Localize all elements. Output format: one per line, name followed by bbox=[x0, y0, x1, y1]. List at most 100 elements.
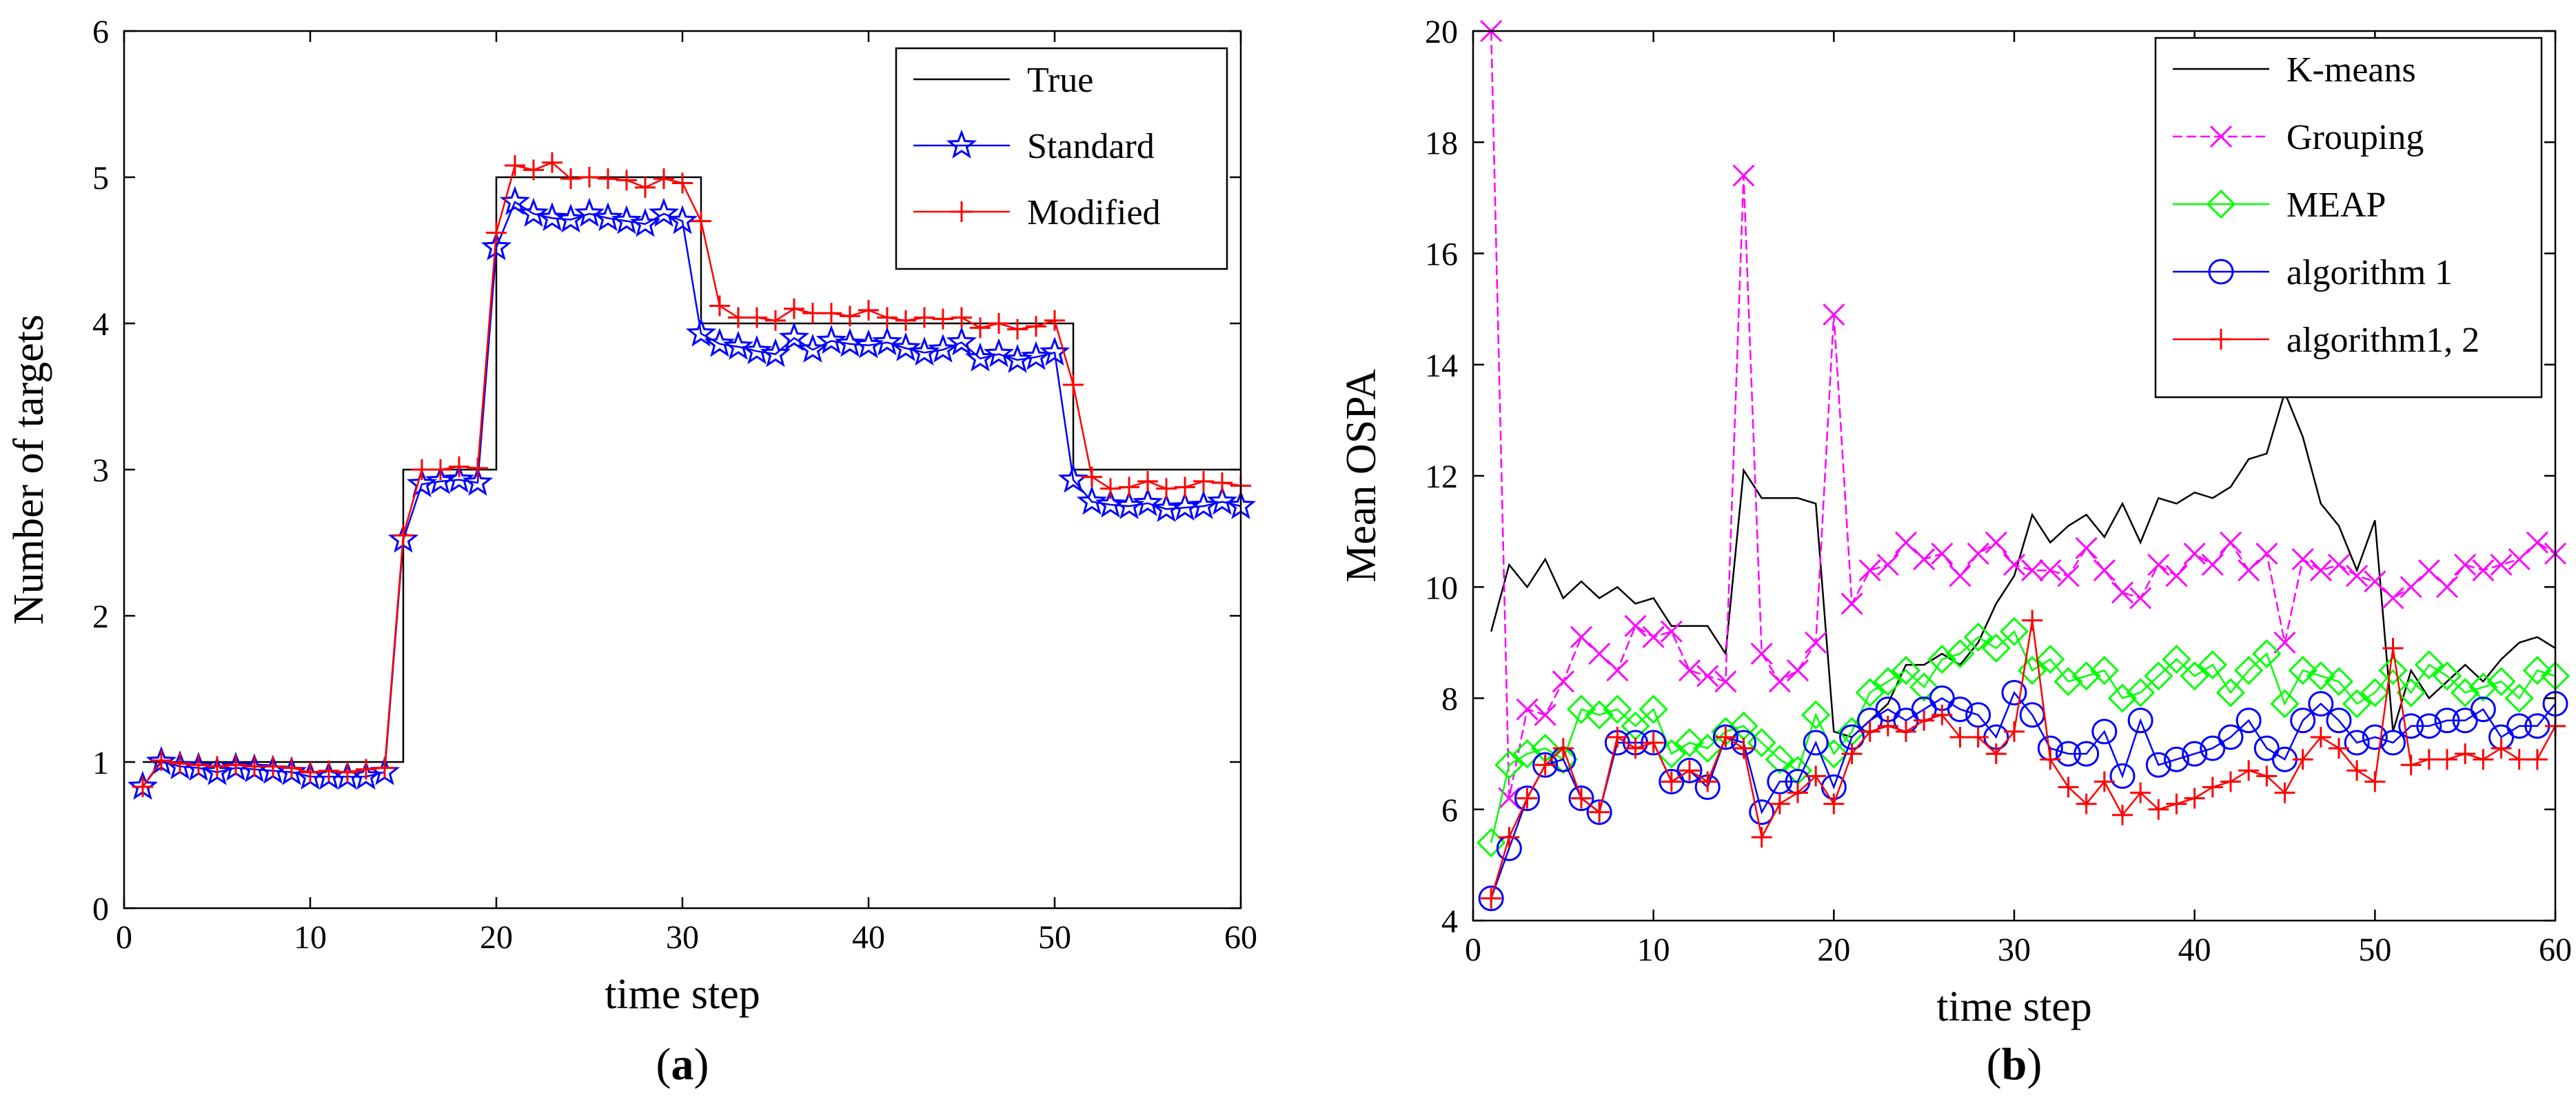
data-point bbox=[2238, 760, 2260, 781]
data-point bbox=[2473, 749, 2494, 770]
data-point bbox=[1787, 782, 1808, 803]
y-tick-label: 12 bbox=[1425, 459, 1458, 495]
data-point bbox=[2470, 696, 2496, 723]
data-point bbox=[2414, 650, 2444, 680]
data-point bbox=[300, 761, 321, 783]
data-point bbox=[2202, 776, 2223, 798]
legend-label: Grouping bbox=[2286, 118, 2424, 157]
data-point bbox=[635, 177, 656, 198]
data-point bbox=[1965, 702, 1991, 728]
caption-letter: b bbox=[2002, 1039, 2027, 1090]
data-point bbox=[1679, 760, 1700, 781]
data-point bbox=[2201, 553, 2224, 576]
panel-caption: (b) bbox=[1987, 1039, 2042, 1090]
data-point bbox=[988, 313, 1009, 334]
data-point bbox=[2378, 656, 2408, 685]
data-point bbox=[1855, 678, 1885, 708]
data-point bbox=[560, 168, 581, 190]
data-point bbox=[2253, 735, 2280, 761]
y-tick-label: 2 bbox=[92, 599, 109, 635]
data-point bbox=[1967, 542, 1989, 565]
data-point bbox=[449, 456, 469, 477]
series-line bbox=[1490, 390, 2556, 739]
data-point bbox=[1516, 698, 1539, 721]
data-point bbox=[2506, 713, 2533, 739]
data-point bbox=[1676, 757, 1703, 783]
data-point bbox=[2127, 708, 2153, 734]
data-point bbox=[858, 299, 879, 321]
data-point bbox=[2002, 553, 2026, 576]
data-point bbox=[2109, 763, 2136, 789]
legend-marker bbox=[2206, 189, 2236, 219]
data-point bbox=[2053, 667, 2083, 696]
legend-marker bbox=[946, 129, 977, 159]
data-point bbox=[170, 753, 190, 774]
data-point bbox=[1947, 696, 1973, 723]
y-tick-label: 10 bbox=[1425, 570, 1458, 606]
data-point bbox=[1624, 614, 1647, 637]
data-point bbox=[2058, 776, 2079, 798]
data-point bbox=[592, 202, 624, 232]
legend-label: MEAP bbox=[2286, 186, 2386, 225]
data-point bbox=[1891, 656, 1921, 685]
data-point bbox=[1660, 620, 1683, 643]
data-point bbox=[1039, 337, 1071, 366]
data-point bbox=[2326, 708, 2352, 734]
caption-open: ( bbox=[1987, 1039, 2002, 1090]
data-point bbox=[430, 459, 451, 480]
data-point bbox=[1751, 827, 1772, 848]
data-point bbox=[1931, 704, 1953, 725]
legend-entry: Modified bbox=[913, 193, 1161, 232]
data-point bbox=[2416, 713, 2442, 739]
x-tick-label: 50 bbox=[1038, 919, 1071, 956]
x-axis-label: time step bbox=[605, 971, 760, 1018]
y-tick-label: 4 bbox=[92, 306, 109, 343]
data-point bbox=[2382, 637, 2404, 659]
data-point bbox=[2382, 587, 2404, 610]
data-point bbox=[1625, 738, 1646, 759]
data-point bbox=[2220, 771, 2241, 792]
data-point bbox=[2364, 771, 2386, 792]
data-point bbox=[2093, 559, 2116, 582]
data-point bbox=[951, 307, 972, 328]
data-point bbox=[1896, 721, 1916, 742]
data-point bbox=[667, 205, 698, 234]
data-point bbox=[2309, 559, 2332, 582]
x-tick-label: 40 bbox=[852, 919, 885, 956]
data-point bbox=[1769, 793, 1790, 814]
data-point bbox=[1801, 700, 1831, 730]
caption-letter: a bbox=[671, 1039, 694, 1090]
data-point bbox=[964, 342, 996, 372]
data-point bbox=[1137, 470, 1158, 492]
data-point bbox=[1858, 559, 1881, 582]
data-point bbox=[784, 298, 804, 319]
data-point bbox=[2252, 639, 2282, 669]
data-point bbox=[877, 307, 897, 328]
legend-label: True bbox=[1027, 61, 1093, 100]
legend-label: Modified bbox=[1027, 193, 1161, 232]
legend-entry: algorithm 1 bbox=[2173, 253, 2453, 292]
data-point bbox=[1749, 799, 1775, 825]
data-point bbox=[2057, 565, 2080, 588]
data-point bbox=[1100, 478, 1121, 499]
data-point bbox=[1876, 553, 1899, 576]
data-point bbox=[2256, 765, 2278, 787]
data-point bbox=[2274, 782, 2295, 803]
data-point bbox=[1606, 659, 1629, 682]
x-tick-label: 0 bbox=[1465, 932, 1481, 968]
series-true bbox=[143, 176, 1241, 763]
data-point bbox=[1188, 490, 1219, 519]
data-point bbox=[2455, 743, 2476, 765]
data-point bbox=[840, 305, 860, 327]
data-point bbox=[598, 168, 618, 190]
data-point bbox=[648, 197, 680, 227]
data-point bbox=[760, 338, 791, 368]
data-point bbox=[1999, 616, 2029, 646]
data-point bbox=[1873, 667, 1903, 696]
data-point bbox=[2022, 610, 2043, 631]
data-point bbox=[2165, 565, 2188, 588]
data-point bbox=[225, 754, 246, 776]
data-point bbox=[802, 303, 823, 324]
y-axis-label: Mean OSPA bbox=[1338, 369, 1385, 583]
data-point bbox=[797, 333, 829, 363]
